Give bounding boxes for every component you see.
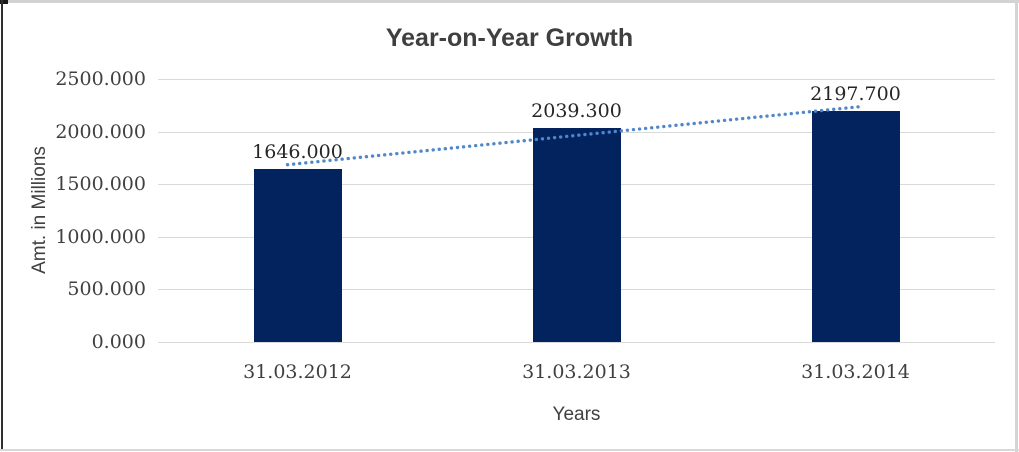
bar[interactable]	[811, 110, 900, 342]
data-label: 2039.300	[531, 99, 622, 122]
plot-area: 1646.000 2039.300 2197.700	[158, 79, 995, 343]
x-category-label: 31.03.2013	[522, 361, 631, 383]
y-tick-label: 500.000	[67, 278, 146, 301]
y-tick-label: 0.000	[91, 331, 146, 353]
y-axis-title: Amt. in Millions	[29, 146, 50, 274]
x-category-label: 31.03.2014	[801, 361, 910, 383]
x-axis-title: Years	[552, 404, 601, 425]
trendline-path[interactable]	[285, 105, 862, 167]
window-border-right	[1015, 0, 1018, 452]
gridline	[158, 79, 995, 80]
trendline[interactable]	[158, 79, 995, 342]
y-tick-label: 2500.000	[55, 68, 146, 90]
window-border-bottom	[0, 449, 1019, 451]
window-border-top	[0, 0, 1019, 3]
bar[interactable]	[253, 168, 342, 342]
window-border-top-left	[0, 0, 8, 4]
data-label: 1646.000	[252, 140, 343, 163]
y-tick-label: 1500.000	[55, 173, 146, 196]
data-label: 2197.700	[810, 82, 901, 105]
y-tick-label: 1000.000	[55, 225, 146, 248]
bar[interactable]	[532, 127, 621, 342]
chart-title: Year-on-Year Growth	[385, 24, 634, 52]
y-tick-label: 2000.000	[55, 120, 146, 143]
x-category-label: 31.03.2012	[243, 361, 352, 383]
gridline	[158, 342, 995, 343]
window-border-left	[1, 0, 3, 449]
